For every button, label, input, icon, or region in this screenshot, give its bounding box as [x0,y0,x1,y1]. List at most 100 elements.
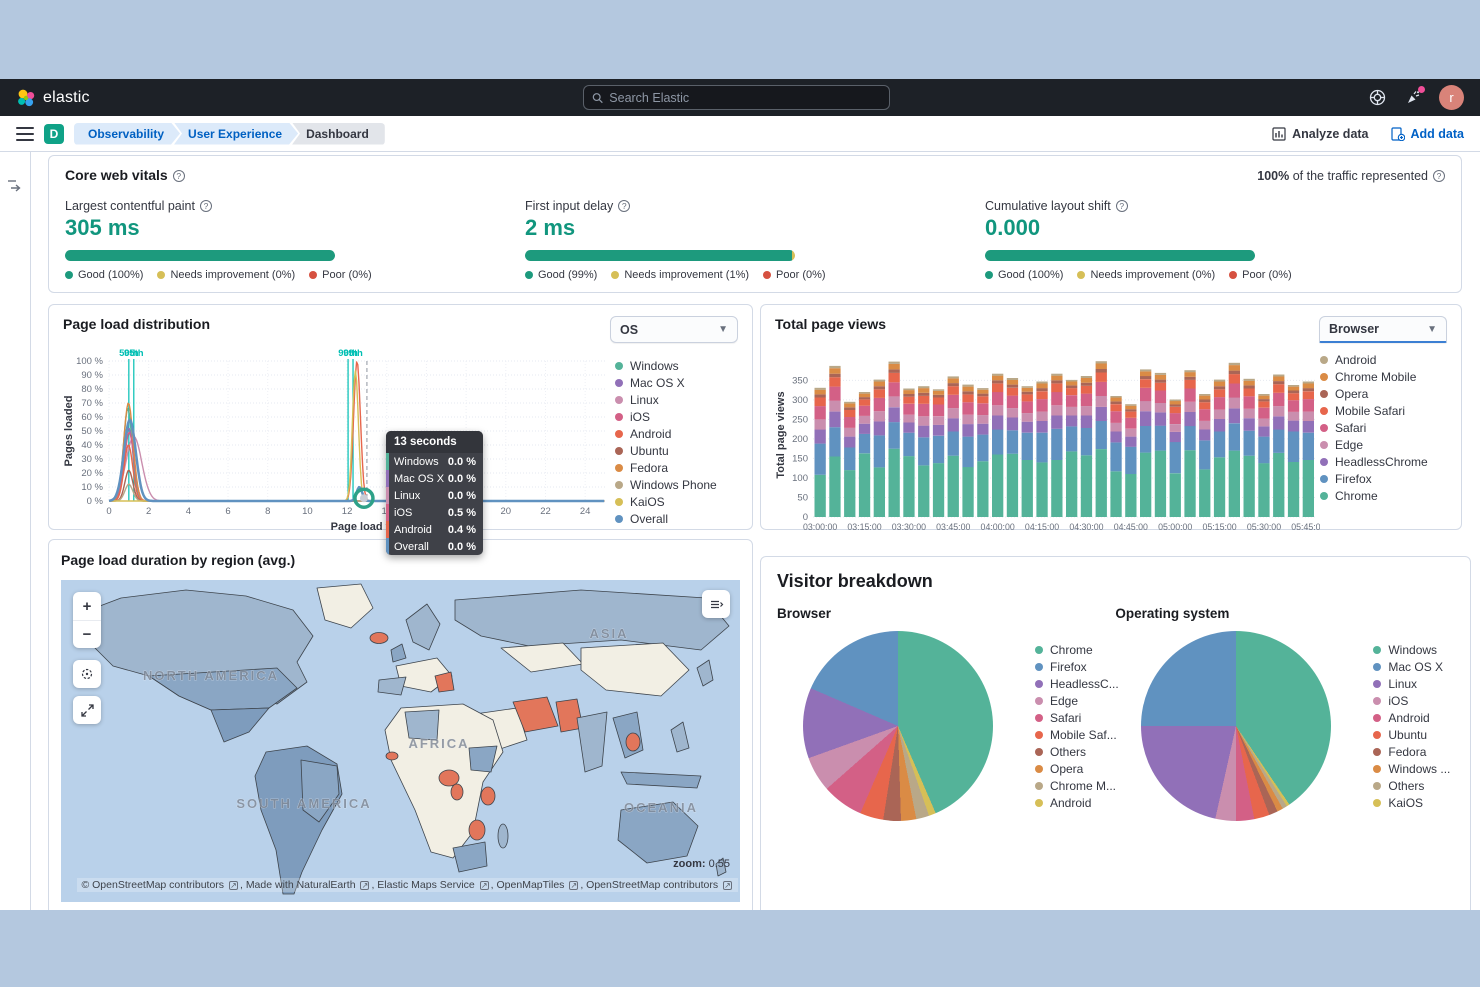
svg-text:04:15:00: 04:15:00 [1025,522,1059,532]
breakdown-select-os[interactable]: OS ▼ [610,316,738,343]
map-title: Page load duration by region (avg.) [61,552,296,568]
legend-item[interactable]: Windows Phone [615,476,723,493]
info-icon[interactable]: ? [618,200,631,212]
legend-item[interactable]: Mobile Saf... [1035,726,1119,743]
info-icon[interactable]: ? [1433,170,1445,182]
legend-item[interactable]: Windows [1373,641,1450,658]
tooltip-row: Overall 0.0 % [386,538,483,555]
legend-item[interactable]: Safari [1035,709,1119,726]
cwv-metric: Cumulative layout shift? 0.000 Good (100… [985,199,1445,281]
menu-icon[interactable] [16,126,34,141]
svg-text:2: 2 [146,506,151,517]
svg-text:6: 6 [225,506,230,517]
legend-item[interactable]: Mac OS X [1373,658,1450,675]
svg-text:22: 22 [540,506,551,517]
attribution-link[interactable]: © OpenStreetMap contributors ↗ [81,879,238,891]
legend-item[interactable]: Ubuntu [1373,726,1450,743]
legend-item[interactable]: iOS [615,408,723,425]
legend-item[interactable]: Fedora [1373,743,1450,760]
legend-item[interactable]: Edge [1320,436,1428,453]
space-badge[interactable]: D [44,123,64,144]
page-views-chart[interactable]: 0 50 100 150 200 250 300 350 03:00:00 03:15:00 03:… [775,345,1326,546]
map-zoom-in-button[interactable]: + [82,597,92,615]
attribution-link[interactable]: OpenStreetMap contributors ↗ [586,879,732,891]
map-attribution: © OpenStreetMap contributors ↗, Made wit… [77,878,738,892]
svg-text:0 %: 0 % [87,496,104,507]
legend-item[interactable]: Windows ... [1373,760,1450,777]
legend-item[interactable]: Linux [1373,675,1450,692]
legend-item[interactable]: Safari [1320,419,1428,436]
info-icon[interactable]: ? [1115,200,1128,212]
map-expand-button[interactable] [73,696,101,724]
legend-item[interactable]: Windows [615,357,723,374]
legend-item[interactable]: Ubuntu [615,442,723,459]
svg-text:Total page views: Total page views [775,391,787,478]
svg-text:04:45:00: 04:45:00 [1114,522,1148,532]
external-link-icon: ↗ [723,881,732,890]
legend-item[interactable]: Android [615,425,723,442]
user-avatar[interactable]: r [1439,85,1464,110]
os-pie-chart[interactable] [1141,631,1332,821]
legend-item[interactable]: Chrome [1320,487,1428,504]
info-icon[interactable]: ? [199,200,212,212]
legend-item[interactable]: Mobile Safari [1320,402,1428,419]
help-icon[interactable] [1367,88,1387,108]
attribution-link[interactable]: Made with NaturalEarth ↗ [245,879,370,891]
world-map[interactable]: + − [61,580,740,902]
svg-text:100: 100 [792,473,808,484]
legend-item[interactable]: Chrome M... [1035,777,1119,794]
breakdown-select-browser[interactable]: Browser ▼ [1319,316,1447,343]
legend-item[interactable]: Fedora [615,459,723,476]
legend-item[interactable]: HeadlessChrome [1320,453,1428,470]
legend-item[interactable]: Android [1320,351,1428,368]
breadcrumb-dashboard[interactable]: Dashboard [292,122,385,145]
map-zoom-out-button[interactable]: − [73,620,101,648]
whats-new-icon[interactable] [1403,85,1425,108]
legend-item[interactable]: KaiOS [1373,794,1450,811]
legend-item[interactable]: Opera [1035,760,1119,777]
svg-text:05:00:00: 05:00:00 [1158,522,1192,532]
svg-text:50: 50 [797,492,808,503]
expand-panel-icon[interactable] [7,178,23,192]
distribution-chart[interactable]: 0 % 10 % 20 % 30 % 40 % 50 % 60 % 70 % 80 % 90 % 1… [63,345,615,538]
elastic-logo[interactable]: elastic [10,88,96,108]
map-layers-button[interactable] [702,590,730,618]
map-locate-button[interactable] [73,660,101,688]
legend-item[interactable]: HeadlessC... [1035,675,1119,692]
legend-item[interactable]: iOS [1373,692,1450,709]
legend-item[interactable]: Firefox [1035,658,1119,675]
legend-item[interactable]: Opera [1320,385,1428,402]
add-data-button[interactable]: Add data [1390,127,1464,141]
svg-text:250: 250 [792,414,808,425]
browser-pie-chart[interactable] [803,631,993,821]
legend-item[interactable]: Linux [615,391,723,408]
search-icon [592,92,603,103]
info-icon[interactable]: ? [172,170,185,182]
attribution-link[interactable]: Elastic Maps Service ↗ [377,879,489,891]
legend-item[interactable]: Overall [615,510,723,527]
legend-item[interactable]: Mac OS X [615,374,723,391]
svg-text:SOUTH AMERICA: SOUTH AMERICA [236,796,371,811]
attribution-link[interactable]: OpenMapTiles ↗ [496,879,579,891]
legend-item[interactable]: KaiOS [615,493,723,510]
analyze-data-button[interactable]: Analyze data [1272,126,1369,141]
breadcrumb-user-experience[interactable]: User Experience [174,123,298,145]
legend-item[interactable]: Firefox [1320,470,1428,487]
svg-text:150: 150 [792,453,808,464]
page-load-distribution-panel: Page load distribution OS ▼ 0 % 10 % 20 % 30… [48,304,753,555]
breadcrumb-observability[interactable]: Observability [74,123,180,145]
legend-item[interactable]: Others [1373,777,1450,794]
legend-item[interactable]: Chrome Mobile [1320,368,1428,385]
analyze-data-icon [1272,126,1286,141]
legend-item[interactable]: Android [1373,709,1450,726]
svg-text:AFRICA: AFRICA [408,736,469,751]
legend-item[interactable]: Android [1035,794,1119,811]
page-views-title: Total page views [775,316,886,332]
svg-text:24: 24 [580,506,591,517]
legend-item[interactable]: Edge [1035,692,1119,709]
legend-item[interactable]: Others [1035,743,1119,760]
global-search[interactable] [583,85,890,110]
search-input[interactable] [609,90,881,105]
svg-text:10 %: 10 % [81,482,103,493]
legend-item[interactable]: Chrome [1035,641,1119,658]
